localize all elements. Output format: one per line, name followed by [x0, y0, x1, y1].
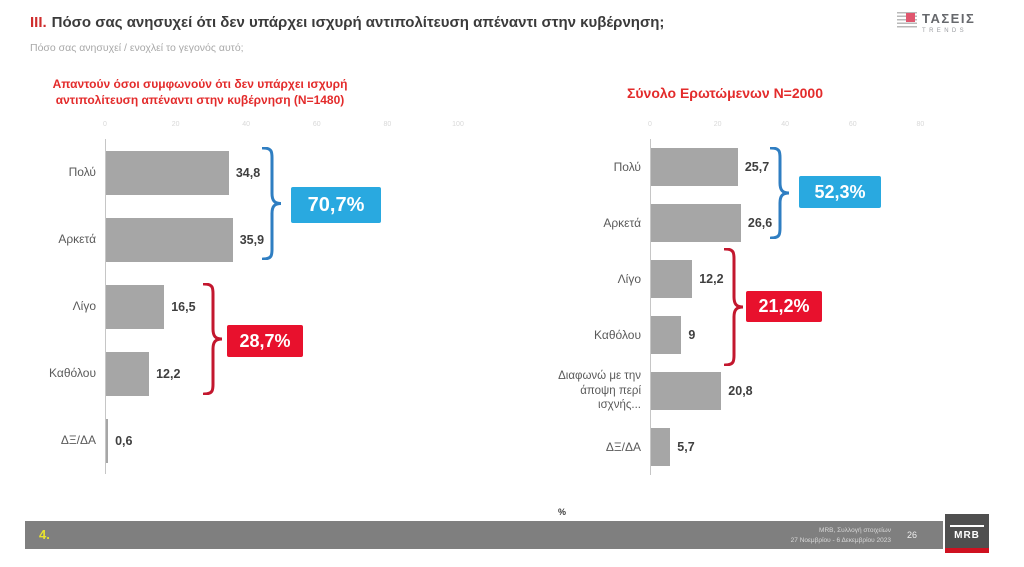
bar-value-label: 9 — [688, 328, 696, 342]
page-title-text: Πόσο σας ανησυχεί ότι δεν υπάρχει ισχυρή… — [51, 14, 665, 31]
bar — [651, 148, 738, 186]
taseis-logo-red-square — [906, 13, 915, 22]
bar — [106, 217, 233, 262]
x-axis-tick-label: 40 — [242, 121, 251, 128]
footer-slide-number: 4. — [39, 527, 50, 542]
x-axis-tick-label: 0 — [648, 121, 652, 128]
category-label: Αρκετά — [603, 215, 641, 230]
callout-left-blue: 70,7% — [291, 187, 381, 223]
x-axis-tick-label: 100 — [452, 121, 464, 128]
x-axis-tick-label: 40 — [781, 121, 790, 128]
bar — [106, 150, 229, 195]
taseis-logo: ΤΑΣΕΙΣ TRENDS — [897, 12, 975, 34]
bar — [106, 351, 150, 396]
bar — [106, 418, 109, 463]
footer-source-line2: 27 Νοεμβρίου - 6 Δεκεμβρίου 2023 — [790, 536, 891, 544]
axis-unit-label: % — [558, 507, 567, 517]
footer-source-line1: MRB, Συλλογή στοιχείων — [819, 527, 891, 534]
category-label: Λίγο — [617, 271, 641, 286]
bar — [106, 284, 165, 329]
chart-right-title: Σύνολο Ερωτώμενων N=2000 — [627, 85, 823, 101]
x-axis-tick-label: 0 — [103, 121, 107, 128]
x-axis-tick-label: 60 — [848, 121, 857, 128]
category-label: Λίγο — [72, 299, 96, 313]
page-title: III. Πόσο σας ανησυχεί ότι δεν υπάρχει ισ… — [30, 14, 890, 31]
brace-blue-left — [262, 147, 282, 260]
page-subtitle: Πόσο σας ανησυχεί / ενοχλεί το γεγονός α… — [30, 42, 244, 54]
bar-value-label: 12,2 — [699, 272, 724, 286]
bar-value-label: 20,8 — [728, 384, 753, 398]
footer-source: MRB, Συλλογή στοιχείων 27 Νοεμβρίου - 6 … — [791, 526, 891, 546]
y-axis-line — [105, 139, 106, 474]
bar — [651, 428, 671, 466]
chart-right-plot: 0 20 40 60 80 Πολύ 25,7 Αρκετά 26,6 Λίγο 12,2 Καθόλ… — [540, 117, 1010, 482]
footer-page-number: 26 — [906, 530, 917, 540]
bar-value-label: 16,5 — [171, 299, 196, 314]
chart-left-panel: Απαντούν όσοι συμφωνούν ότι δεν υπάρχει … — [20, 72, 470, 484]
bar — [651, 372, 722, 410]
taseis-logo-icon — [897, 12, 917, 29]
x-axis-tick-label: 80 — [916, 121, 925, 128]
category-label: Καθόλου — [49, 366, 96, 380]
bar-value-label: 25,7 — [744, 160, 770, 174]
mrb-logo-rule — [950, 525, 984, 527]
chart-right-panel: Σύνολο Ερωτώμενων N=2000 0 20 40 60 80 Πολύ 25… — [540, 72, 1010, 484]
x-axis-tick-label: 60 — [312, 121, 321, 128]
chart-left-title: Απαντούν όσοι συμφωνούν ότι δεν υπάρχει … — [52, 77, 348, 108]
mrb-logo-text: MRB — [954, 530, 980, 541]
mrb-logo: MRB — [945, 514, 989, 553]
bar-value-label: 0,6 — [115, 433, 133, 448]
bar-value-label: 5,7 — [677, 440, 695, 454]
category-label: ΔΞ/ΔΑ — [605, 439, 641, 454]
bar — [651, 260, 693, 298]
callout-right-red: 21,2% — [746, 291, 822, 322]
mrb-logo-red-strip — [945, 548, 989, 553]
footer-bar: 4. MRB, Συλλογή στοιχείων 27 Νοεμβρίου -… — [25, 521, 943, 549]
brace-red-left — [203, 283, 223, 395]
callout-right-blue: 52,3% — [799, 176, 881, 208]
bar-value-label: 12,2 — [156, 366, 181, 381]
bar — [651, 316, 682, 354]
category-label: Καθόλου — [594, 327, 641, 342]
category-label: Διαφωνώ με την άποψη περί ισχνής... — [558, 370, 641, 412]
page-title-number: III. — [30, 14, 47, 31]
taseis-logo-subtext: TRENDS — [922, 28, 968, 34]
chart-left-plot: 0 20 40 60 80 100 Πολύ 34,8 Αρκετά 35,9 Λίγο 16,5 Κα… — [20, 117, 470, 482]
callout-left-red: 28,7% — [227, 325, 303, 357]
brace-red-right — [724, 248, 744, 366]
category-label: Αρκετά — [58, 232, 96, 246]
brace-blue-right — [770, 147, 790, 239]
category-label: ΔΞ/ΔΑ — [60, 433, 96, 447]
bar — [651, 204, 741, 242]
taseis-logo-text: ΤΑΣΕΙΣ — [922, 11, 976, 26]
category-label: Πολύ — [68, 165, 96, 179]
bar-value-label: 26,6 — [747, 216, 773, 230]
x-axis-tick-label: 80 — [383, 121, 392, 128]
bar-value-label: 34,8 — [235, 165, 261, 180]
category-label: Πολύ — [613, 159, 641, 174]
x-axis-tick-label: 20 — [713, 121, 722, 128]
y-axis-line — [650, 139, 651, 475]
x-axis-tick-label: 20 — [171, 121, 180, 128]
bar-value-label: 35,9 — [239, 232, 265, 247]
